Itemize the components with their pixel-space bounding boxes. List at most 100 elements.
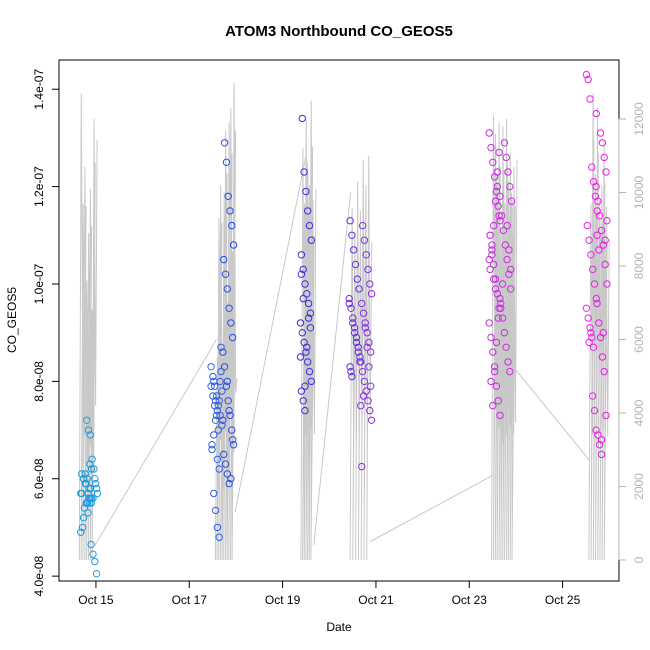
data-point [210,489,218,498]
data-point [222,158,231,167]
data-point [366,406,374,415]
data-point [488,246,496,254]
y-tick-label: 1.0e-07 [32,263,46,304]
data-point [210,431,218,439]
data-point [348,372,356,381]
data-point [89,494,97,502]
altitude-connector-3 [313,192,352,546]
data-point [355,285,363,293]
data-point [589,392,597,400]
data-point [602,411,610,420]
altitude-connector-4 [369,475,493,543]
data-point [585,338,593,347]
data-point [364,397,372,405]
data-point [599,241,607,249]
data-point [225,479,233,488]
data-point [582,70,591,79]
data-point [353,275,361,283]
y2-tick-label: 8000 [632,252,646,279]
data-point [303,343,311,351]
data-point [348,231,356,240]
data-point [490,367,499,376]
data-point [350,246,358,254]
data-point [504,168,512,176]
data-point [298,114,306,123]
data-point [491,197,500,205]
data-point [219,416,227,424]
data-point [350,324,359,332]
data-point [602,168,610,176]
data-point [600,367,608,376]
data-point [498,212,506,220]
data-point [365,363,373,371]
data-point [208,441,216,449]
data-point [87,465,96,473]
data-point [83,475,91,483]
data-point [488,251,496,259]
data-point [77,528,85,536]
data-point [367,290,376,298]
data-point [490,275,498,283]
data-point [351,260,360,269]
data-point [361,324,369,332]
data-point [362,251,370,259]
data-point [347,304,355,312]
data-point [218,387,226,395]
data-point [492,382,501,390]
data-point [301,382,309,390]
data-point [507,285,515,293]
data-point [490,363,499,371]
data-point [590,280,599,288]
data-point [92,484,101,493]
data-point [492,338,501,347]
data-point [503,221,511,230]
data-point [299,265,307,274]
data-point [209,372,217,381]
data-point [485,255,493,264]
y-tick-label: 8.0e-08 [32,361,46,402]
data-point [486,231,494,240]
data-point [485,129,493,137]
chart-title: ATOM3 Northbound CO_GEOS5 [225,23,453,40]
data-point [223,470,232,478]
data-point [307,377,315,386]
altitude-trace-1 [78,93,98,561]
data-point [346,217,354,225]
data-point [496,294,504,303]
data-point [304,207,312,215]
data-point [300,168,308,176]
data-point [78,489,86,498]
data-point [226,411,234,420]
data-point [498,280,507,288]
data-point [215,465,223,473]
data-point [92,570,101,578]
data-point [306,324,315,332]
data-point [586,324,594,332]
data-point [595,246,603,254]
x-axis: Oct 15 Oct 17 Oct 19 Oct 21 Oct 23 Oct 25 [78,580,581,607]
y-tick-label: 4.0e-08 [32,555,46,596]
data-point [86,460,94,468]
data-point [487,377,495,386]
data-point [599,329,607,337]
data-point [87,540,95,549]
data-point [229,436,237,444]
data-point [584,314,592,322]
data-point [219,348,227,356]
altitude-trace-6 [588,93,610,561]
data-point [215,397,223,405]
data-point [93,489,102,498]
y2-tick-label: 12000 [632,102,646,136]
data-point [354,348,362,356]
altitude-connector-2 [234,155,307,513]
data-point [358,462,366,471]
data-point [499,226,508,235]
data-point [494,397,502,405]
data-point [227,475,235,483]
data-point [228,426,236,434]
data-point [301,280,309,288]
data-point [297,270,306,278]
x-tick-label: Oct 19 [265,593,301,607]
data-point [359,392,368,400]
data-point [227,319,235,327]
